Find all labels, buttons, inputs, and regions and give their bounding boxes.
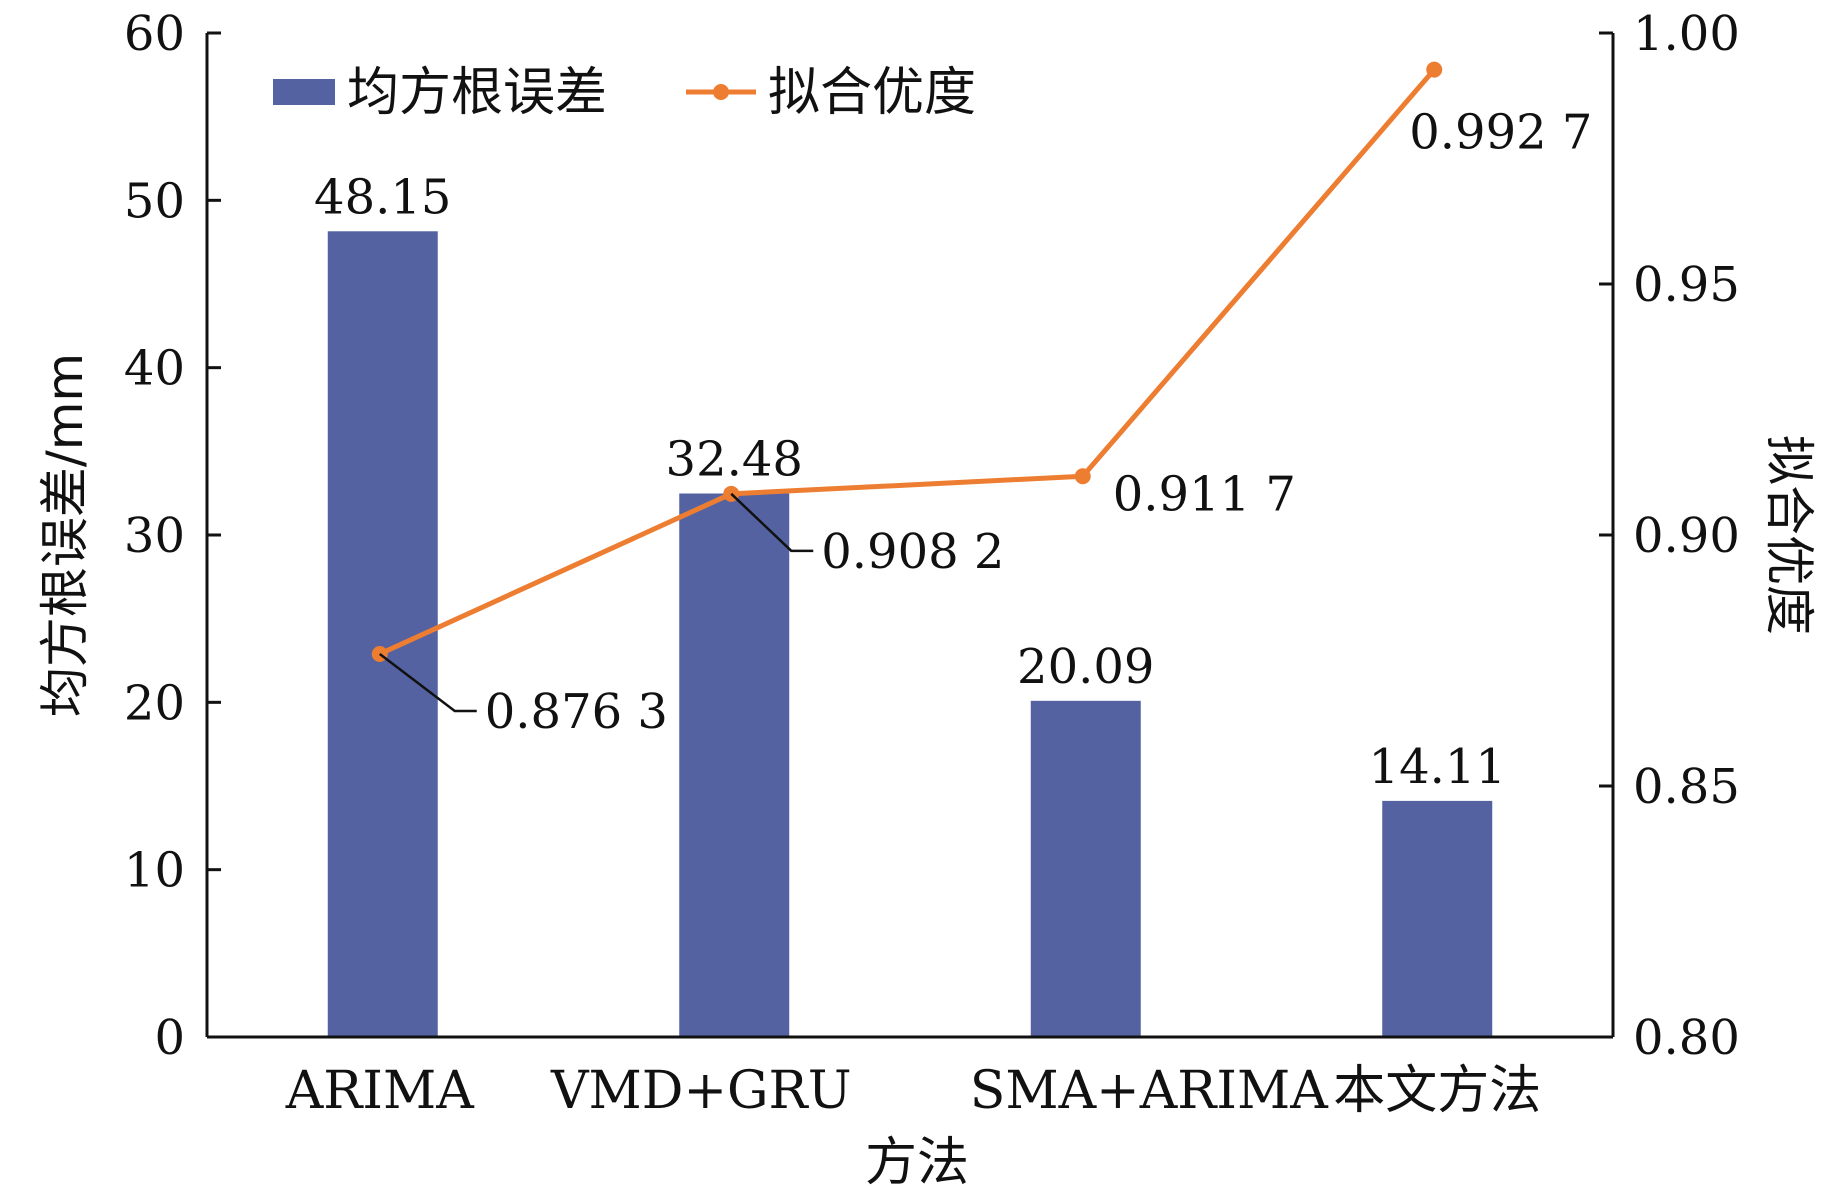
legend: 均方根误差 拟合优度 — [273, 63, 976, 123]
line-value-label: 0.876 3 — [485, 684, 668, 740]
bar-value-label: 32.48 — [666, 432, 803, 488]
line-point-3 — [1074, 468, 1091, 485]
bar-4 — [1382, 800, 1493, 1037]
x-tick-label: 本文方法 — [1333, 1061, 1541, 1121]
y-tick-label-right: 0.90 — [1633, 508, 1740, 564]
x-axis-title: 方法 — [865, 1133, 969, 1193]
legend-line-label: 拟合优度 — [768, 63, 976, 123]
y-tick-label-left: 30 — [124, 508, 185, 564]
y-tick-label-left: 40 — [124, 341, 185, 397]
y-tick-label-right: 1.00 — [1633, 6, 1740, 62]
axes-layer: 0 10 20 30 40 50 60 0.80 0.85 0.90 0.95 1.00 ARIMA VM… — [36, 6, 1818, 1193]
y-tick-label-left: 60 — [124, 6, 185, 62]
y-tick-label-right: 0.80 — [1633, 1010, 1740, 1066]
y-tick-label-right: 0.85 — [1633, 759, 1740, 815]
x-tick-label: SMA+ARIMA — [970, 1061, 1329, 1121]
bar-value-label: 48.15 — [314, 169, 451, 225]
x-tick-label: VMD+GRU — [550, 1061, 852, 1121]
y-tick-label-left: 10 — [124, 843, 185, 899]
x-tick-label: ARIMA — [285, 1061, 475, 1121]
bar-3 — [1030, 700, 1141, 1037]
line-value-label: 0.908 2 — [821, 524, 1004, 580]
labels-layer: 48.15 32.48 20.09 14.11 0.876 3 0.908 2 0.911 … — [314, 105, 1592, 795]
y-tick-label-left: 20 — [124, 675, 185, 731]
y-tick-label-left: 0 — [154, 1010, 185, 1066]
line-value-label: 0.992 7 — [1409, 105, 1592, 161]
legend-bar-swatch — [273, 79, 335, 105]
bar-value-label: 20.09 — [1017, 639, 1154, 695]
y-axis-title-right: 拟合优度 — [1760, 435, 1818, 635]
bar-value-label: 14.11 — [1369, 739, 1506, 795]
leader-line — [378, 652, 477, 713]
line-value-label: 0.911 7 — [1113, 466, 1296, 522]
line-point-4 — [1426, 61, 1443, 78]
bar-2 — [679, 493, 790, 1037]
legend-bar-label: 均方根误差 — [347, 63, 607, 123]
y-tick-label-left: 50 — [124, 173, 185, 229]
legend-line-marker — [713, 84, 729, 100]
bars-layer — [327, 231, 1493, 1038]
y-axis-title-left: 均方根误差/mm — [36, 353, 94, 717]
leader-line — [730, 492, 814, 553]
y-tick-label-right: 0.95 — [1633, 257, 1740, 313]
line-series — [378, 68, 1437, 657]
